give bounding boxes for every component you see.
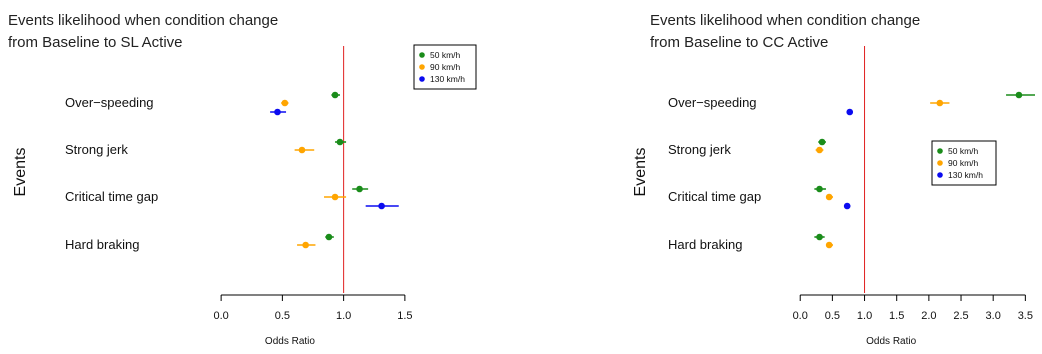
left-chart: 0.0 0.5 1.0 1.5 Odds Ratio Events Over−speedin… [0,0,521,354]
left-legend-label: 90 km/h [430,62,461,72]
right-x-tick-label: 1.0 [857,310,872,322]
right-category-label: Over−speeding [668,95,757,110]
left-legend-marker [419,64,425,70]
left-y-axis-label: Events [12,148,29,197]
right-x-tick-label: 2.5 [953,310,968,322]
left-legend-marker [419,76,425,82]
left-legend-label: 50 km/h [430,50,461,60]
right-category-label: Critical time gap [668,189,761,204]
left-data-point [378,203,385,210]
right-legend-label: 130 km/h [948,170,983,180]
left-data-point [356,186,363,193]
left-data-point [302,242,309,249]
right-data-point [819,139,826,146]
left-category-label: Hard braking [65,237,139,252]
right-x-tick-label: 1.5 [889,310,904,322]
right-x-axis-label: Odds Ratio [866,336,916,347]
right-data-point [816,186,823,193]
left-data-point [332,194,339,201]
right-chart: 0.0 0.5 1.0 1.5 2.0 2.5 3.0 3.5 Odds Ratio Events… [521,0,1042,354]
left-legend-label: 130 km/h [430,74,465,84]
right-legend-label: 50 km/h [948,146,979,156]
right-category-label: Strong jerk [668,142,731,157]
left-x-tick-label: 1.5 [397,310,412,322]
left-category-label: Strong jerk [65,142,128,157]
right-legend-marker [937,172,943,178]
right-x-tick-label: 0.5 [825,310,840,322]
right-data-point [846,109,853,116]
left-category-label: Critical time gap [65,189,158,204]
right-x-tick-label: 3.0 [986,310,1001,322]
left-data-point [299,147,306,154]
right-category-label: Hard braking [668,237,742,252]
left-category-label: Over−speeding [65,95,154,110]
right-data-point [844,203,851,210]
right-data-point [816,147,823,154]
right-y-axis-label: Events [632,148,649,197]
right-data-point [1016,92,1023,99]
right-x-tick-label: 0.0 [793,310,808,322]
left-x-tick-label: 1.0 [336,310,351,322]
left-x-tick-label: 0.0 [213,310,228,322]
left-data-point [274,109,281,116]
left-data-point [282,100,289,107]
right-data-point [816,234,823,241]
left-data-point [337,139,344,146]
left-x-axis-label: Odds Ratio [265,336,315,347]
right-legend-label: 90 km/h [948,158,979,168]
left-legend-marker [419,52,425,58]
left-data-point [332,92,339,99]
left-data-point [326,234,333,241]
right-x-tick-label: 3.5 [1018,310,1033,322]
right-legend-marker [937,160,943,166]
right-data-point [826,242,833,249]
right-x-tick-label: 2.0 [921,310,936,322]
right-data-point [937,100,944,107]
right-data-point [826,194,833,201]
left-x-tick-label: 0.5 [275,310,290,322]
right-legend-marker [937,148,943,154]
